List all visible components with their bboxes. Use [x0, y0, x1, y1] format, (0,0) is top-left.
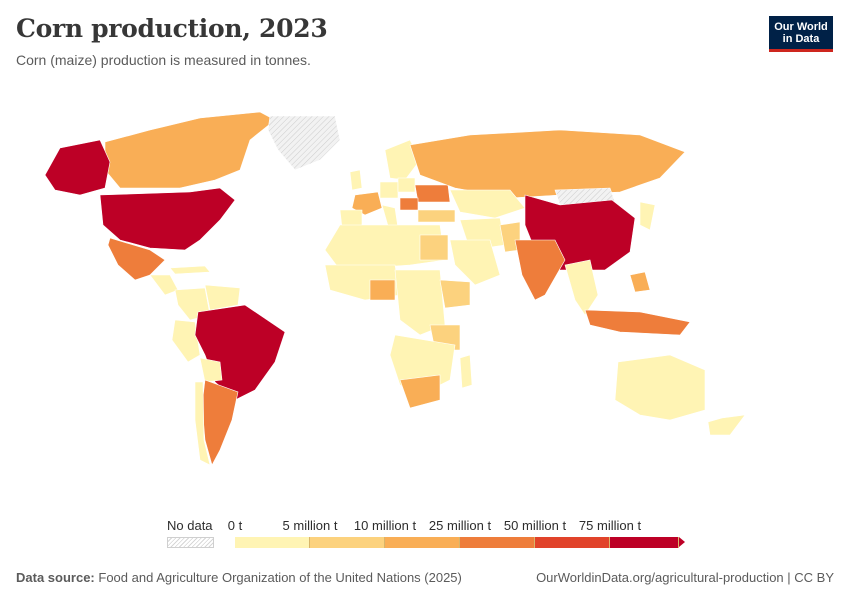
legend-bin: [235, 537, 310, 548]
country-alaska[interactable]: [44, 139, 111, 196]
country-chile[interactable]: [194, 381, 211, 466]
country-philippines[interactable]: [629, 271, 651, 293]
logo-line-1: Our World: [774, 21, 828, 33]
country-central-america[interactable]: [149, 274, 179, 296]
legend-bin: [460, 537, 535, 548]
country-scandinavia[interactable]: [384, 139, 421, 181]
legend-bin: [535, 537, 610, 548]
country-romania[interactable]: [399, 197, 419, 211]
country-peru[interactable]: [171, 319, 201, 363]
country-venezuela[interactable]: [204, 284, 241, 311]
country-india[interactable]: [514, 239, 566, 301]
country-ukraine[interactable]: [414, 184, 451, 203]
legend-tick-label: 75 million t: [578, 518, 642, 533]
country-new-zealand[interactable]: [707, 414, 746, 436]
legend-bin: [385, 537, 460, 548]
legend-no-data-label: No data: [167, 518, 213, 533]
logo-line-2: in Data: [782, 33, 820, 45]
country-germany[interactable]: [379, 181, 399, 199]
country-kazakhstan[interactable]: [449, 189, 526, 219]
legend-arrow: [679, 537, 685, 547]
country-poland[interactable]: [397, 177, 416, 193]
country-egypt[interactable]: [419, 234, 449, 261]
legend-tick-label: 5 million t: [282, 518, 338, 533]
legend-tick-label: 50 million t: [503, 518, 567, 533]
country-nigeria[interactable]: [369, 279, 396, 301]
country-japan[interactable]: [639, 201, 656, 231]
world-map: [44, 111, 746, 466]
country-france[interactable]: [351, 191, 383, 216]
chart-subtitle: Corn (maize) production is measured in t…: [16, 52, 311, 68]
legend-tick-label: 0 t: [227, 518, 243, 533]
country-united-states[interactable]: [99, 187, 236, 251]
footer-source-text: Food and Agriculture Organization of the…: [98, 570, 462, 585]
country-uk[interactable]: [349, 169, 363, 191]
country-greenland[interactable]: [267, 115, 341, 171]
country-turkey[interactable]: [417, 209, 456, 223]
legend-bin: [310, 537, 385, 548]
country-mexico[interactable]: [107, 237, 166, 281]
country-saudi-arabia[interactable]: [449, 239, 501, 286]
footer-url[interactable]: OurWorldinData.org/agricultural-producti…: [536, 570, 834, 585]
country-indonesia[interactable]: [584, 309, 691, 336]
footer-source: Data source: Food and Agriculture Organi…: [16, 570, 462, 585]
country-italy[interactable]: [381, 204, 399, 229]
country-south-africa[interactable]: [399, 374, 441, 409]
legend-bin: [610, 537, 679, 548]
country-caribbean[interactable]: [169, 265, 211, 275]
country-australia[interactable]: [614, 354, 706, 421]
owid-logo[interactable]: Our World in Data: [769, 16, 833, 52]
country-argentina[interactable]: [201, 379, 239, 466]
country-madagascar[interactable]: [459, 354, 473, 389]
legend: No data 0 t 5 million t 10 million t 25 mil…: [160, 515, 700, 555]
country-ethiopia[interactable]: [439, 279, 471, 309]
country-canada[interactable]: [104, 111, 276, 189]
legend-no-data-swatch: [167, 537, 214, 548]
country-bolivia[interactable]: [199, 357, 223, 383]
footer-source-prefix: Data source:: [16, 570, 95, 585]
legend-tick-label: 25 million t: [428, 518, 492, 533]
chart-title: Corn production, 2023: [16, 14, 328, 43]
country-russia[interactable]: [409, 129, 686, 199]
legend-tick-label: 10 million t: [353, 518, 417, 533]
country-southeast-asia[interactable]: [564, 259, 599, 316]
country-north-africa[interactable]: [324, 224, 446, 271]
